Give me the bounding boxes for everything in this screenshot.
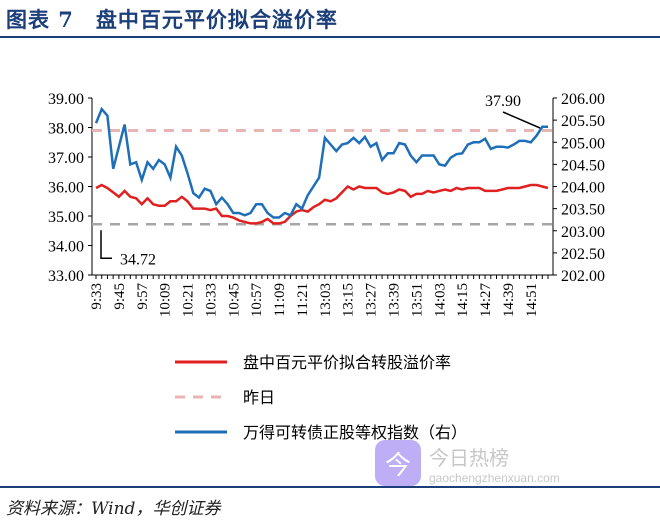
left-tick-label: 38.00 (48, 121, 84, 138)
x-tick-label: 10:33 (203, 283, 219, 317)
right-tick-label: 204.00 (561, 180, 605, 197)
index-series-line (94, 106, 548, 219)
right-tick-label: 205.50 (561, 113, 605, 130)
figure-title: 图表 7 盘中百元平价拟合溢价率 (6, 7, 338, 32)
x-tick-label: 9:57 (135, 283, 151, 310)
watermark: 今 今日热榜 gaochengzhenxuan.com (375, 440, 560, 486)
title-rule (0, 36, 660, 38)
x-tick-label: 10:21 (181, 283, 197, 317)
x-tick-label: 10:45 (226, 283, 242, 317)
watermark-url: gaochengzhenxuan.com (429, 470, 560, 485)
x-tick-label: 14:03 (432, 283, 448, 317)
legend-label: 盘中百元平价拟合转股溢价率 (243, 353, 451, 372)
left-tick-label: 35.00 (48, 209, 84, 226)
x-tick-label: 10:57 (249, 283, 265, 318)
x-tick-label: 13:27 (364, 283, 380, 318)
source-note: 资料来源：Wind，华创证券 (6, 499, 221, 519)
watermark-name: 今日热榜 (429, 445, 509, 470)
high-annotation: 37.90 (485, 93, 521, 110)
right-tick-label: 205.00 (561, 135, 605, 152)
x-tick-label: 14:15 (455, 283, 471, 317)
right-tick-label: 204.50 (561, 157, 605, 174)
x-tick-label: 10:09 (158, 283, 174, 317)
right-tick-label: 202.50 (561, 246, 605, 263)
left-tick-label: 33.00 (48, 268, 84, 285)
footer-rule (0, 486, 660, 488)
x-tick-label: 14:39 (501, 283, 517, 317)
left-tick-label: 37.00 (48, 150, 84, 167)
right-tick-label: 202.00 (561, 268, 605, 285)
x-tick-label: 9:33 (89, 283, 105, 310)
right-tick-label: 206.00 (561, 91, 605, 108)
x-tick-label: 14:27 (478, 283, 494, 318)
legend-label: 万得可转债正股等权指数（右） (243, 423, 467, 442)
left-tick-label: 39.00 (48, 91, 84, 108)
x-tick-label: 14:51 (524, 283, 540, 317)
x-tick-label: 11:09 (272, 283, 288, 317)
right-tick-label: 203.00 (561, 224, 605, 241)
premium-series-line (95, 183, 549, 225)
left-tick-label: 34.00 (48, 239, 84, 256)
left-tick-label: 36.00 (48, 180, 84, 197)
low-annotation-leader (100, 230, 112, 260)
x-tick-label: 13:15 (341, 283, 357, 317)
low-annotation: 34.72 (120, 251, 156, 268)
high-annotation-leader (502, 111, 541, 129)
x-tick-label: 9:45 (112, 283, 128, 310)
x-tick-label: 13:39 (387, 283, 403, 317)
legend-label: 昨日 (243, 388, 275, 407)
x-tick-label: 13:03 (318, 283, 334, 317)
watermark-logo-icon: 今 (375, 440, 421, 486)
x-tick-label: 13:51 (409, 283, 425, 317)
x-tick-label: 11:21 (295, 283, 311, 317)
right-tick-label: 203.50 (561, 202, 605, 219)
